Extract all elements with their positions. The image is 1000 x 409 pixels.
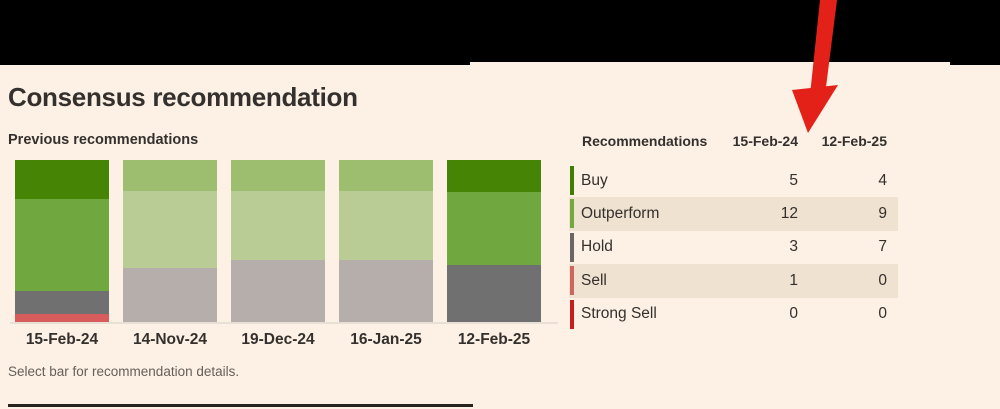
bar-x-label-15-feb-24: 15-Feb-24 (25, 331, 99, 348)
rating-count-15-feb-24: 12 (780, 205, 798, 223)
recommendation-bars (15, 160, 541, 322)
rating-label: Strong Sell (581, 305, 657, 323)
bar-x-label-14-nov-24: 14-Nov-24 (132, 331, 208, 348)
rating-count-12-feb-25: 0 (878, 271, 887, 289)
section-divider (8, 404, 473, 407)
chart-baseline (10, 322, 558, 324)
bar-segment-hold (15, 291, 109, 315)
table-row-hold: Hold 3 7 (569, 231, 898, 264)
bar-segment-buy (231, 160, 325, 191)
bar-segment-hold (231, 260, 325, 322)
table-header-recommendations: Recommendations (582, 133, 708, 149)
bar-x-label-19-dec-24: 19-Dec-24 (241, 331, 315, 348)
redacted-region-right (950, 0, 1000, 65)
bar-labels: 15-Feb-24 14-Nov-24 19-Dec-24 16-Jan-25 12-F… (15, 331, 541, 349)
bar-segment-hold (339, 260, 433, 322)
arrow-head (792, 85, 838, 133)
recommendations-table-body: Buy 5 4 Outperform 12 9 Hold 3 7 Sell 1 0 Strong Sel… (569, 164, 898, 331)
rating-color-indicator-strong-sell (570, 299, 574, 329)
rating-label: Sell (581, 271, 607, 289)
rating-label: Hold (581, 238, 613, 256)
table-header-12-feb-25: 12-Feb-25 (821, 133, 887, 149)
rating-color-indicator-outperform (570, 199, 574, 229)
bar-segment-sell (15, 314, 109, 322)
bar-segment-outperform (447, 192, 541, 266)
rating-color-indicator-sell (570, 266, 574, 296)
table-row-outperform: Outperform 12 9 (569, 197, 898, 231)
bar-segment-outperform (15, 198, 109, 292)
rating-count-12-feb-25: 7 (878, 238, 887, 256)
bar-segment-outperform (339, 190, 433, 261)
rating-count-12-feb-25: 4 (878, 171, 887, 189)
bar-segment-buy (15, 160, 109, 199)
stacked-bar-16-jan-25[interactable] (339, 160, 433, 322)
stacked-bar-19-dec-24[interactable] (231, 160, 325, 322)
stacked-bar-14-nov-24[interactable] (123, 160, 217, 322)
chart-footnote: Select bar for recommendation details. (8, 364, 240, 379)
rating-count-15-feb-24: 3 (789, 238, 798, 256)
rating-count-15-feb-24: 0 (789, 305, 798, 323)
rating-count-15-feb-24: 5 (789, 171, 798, 189)
bar-segment-hold (123, 267, 217, 322)
chart-section-label: Previous recommendations (8, 132, 199, 148)
bar-segment-buy (339, 160, 433, 191)
recommendations-table: Recommendations 15-Feb-24 12-Feb-25 Buy 5… (569, 131, 898, 331)
bar-segment-buy (447, 160, 541, 193)
table-header-15-feb-24: 15-Feb-24 (732, 133, 798, 149)
rating-label: Outperform (581, 205, 660, 223)
rating-count-15-feb-24: 1 (789, 271, 798, 289)
bar-x-label-12-feb-25: 12-Feb-25 (457, 331, 531, 348)
rating-color-indicator-buy (570, 166, 574, 195)
bar-segment-outperform (123, 190, 217, 268)
bar-segment-outperform (231, 190, 325, 261)
rating-color-indicator-hold (570, 232, 574, 262)
bar-segment-hold (447, 265, 541, 322)
stacked-bar-12-feb-25[interactable] (447, 160, 541, 322)
redacted-region-left (0, 0, 470, 65)
table-row-sell: Sell 1 0 (569, 264, 898, 298)
bar-x-label-16-jan-25: 16-Jan-25 (350, 331, 422, 348)
table-header-row: Recommendations 15-Feb-24 12-Feb-25 (569, 131, 898, 164)
bar-segment-buy (123, 160, 217, 191)
stacked-bar-15-feb-24[interactable] (15, 160, 109, 322)
rating-count-12-feb-25: 9 (878, 205, 887, 223)
rating-count-12-feb-25: 0 (878, 305, 887, 323)
page-title: Consensus recommendation (8, 82, 358, 112)
table-row-strong-sell: Strong Sell 0 0 (569, 298, 898, 331)
table-row-buy: Buy 5 4 (569, 164, 898, 197)
rating-label: Buy (581, 171, 608, 189)
